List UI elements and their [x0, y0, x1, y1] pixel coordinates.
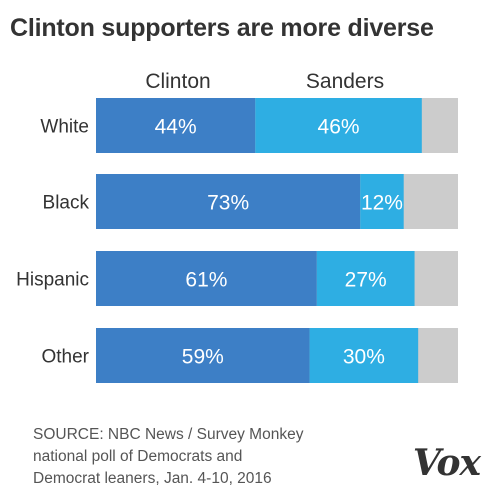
source-line: SOURCE: NBC News / Survey Monkey — [33, 426, 304, 443]
source-line: national poll of Democrats and — [33, 448, 243, 465]
legend-label-clinton: Clinton — [145, 70, 211, 93]
chart-title: Clinton supporters are more diverse — [10, 14, 434, 42]
category-label: Black — [43, 193, 90, 214]
bar-sanders — [255, 98, 422, 153]
data-label-sanders: 46% — [318, 116, 360, 139]
legend-label-sanders: Sanders — [305, 70, 385, 93]
bar-sanders — [316, 251, 415, 306]
category-label: White — [40, 117, 89, 138]
data-label-clinton: 44% — [155, 116, 197, 139]
data-label-clinton: 59% — [182, 346, 224, 369]
vox-logo: Vox — [412, 442, 481, 484]
bar-clinton — [96, 251, 317, 306]
source-line: Democrat leaners, Jan. 4-10, 2016 — [33, 470, 272, 487]
bar-clinton — [96, 174, 361, 229]
bar-sanders — [309, 328, 419, 383]
data-label-clinton: 61% — [185, 269, 227, 292]
bar-clinton — [96, 328, 310, 383]
category-label: Hispanic — [16, 270, 89, 291]
stacked-bar-chart: 44% 46% White 73% 12% Black 61% 27% Hispanic 59% 3… — [16, 98, 458, 383]
data-label-sanders: 27% — [345, 269, 387, 292]
data-label-clinton: 73% — [207, 192, 249, 215]
bar-clinton — [96, 98, 256, 153]
category-label: Other — [41, 347, 89, 368]
source-note: SOURCE: NBC News / Survey Monkey nationa… — [33, 424, 393, 490]
data-label-sanders: 12% — [361, 192, 403, 215]
bar-sanders — [360, 174, 404, 229]
data-label-sanders: 30% — [343, 346, 385, 369]
